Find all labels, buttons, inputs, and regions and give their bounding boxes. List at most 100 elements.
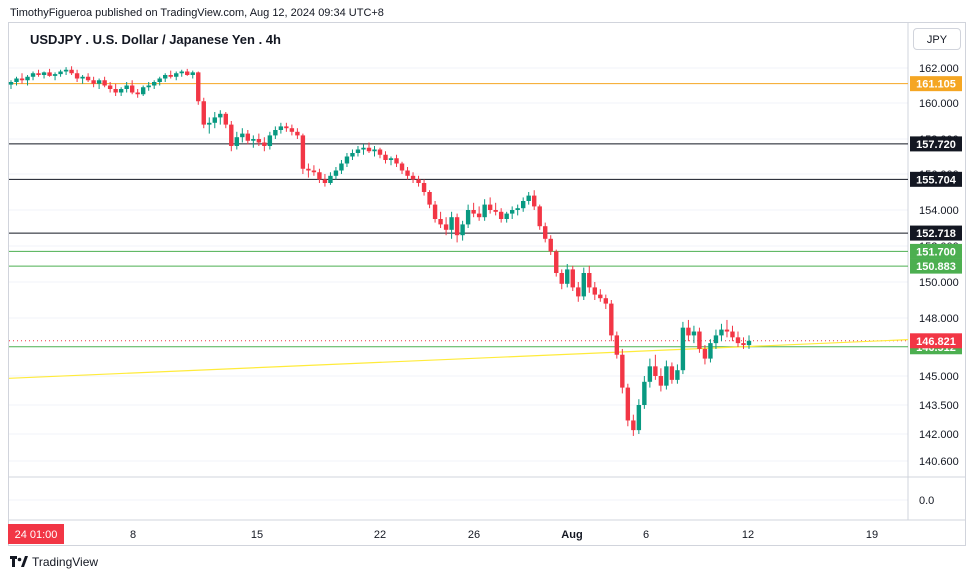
candle-body (85, 76, 91, 81)
candle-body (234, 137, 240, 146)
y-tick-label: 154.000 (919, 205, 959, 217)
candle (19, 73, 25, 84)
candle-body (427, 192, 432, 205)
candle-body (532, 195, 537, 207)
price-level-badge: 150.883 (910, 258, 962, 274)
candle (636, 399, 642, 434)
candle-body (394, 158, 399, 164)
candle (713, 329, 719, 349)
candle (609, 300, 614, 342)
candle-body (151, 82, 157, 86)
candle-body (107, 85, 113, 89)
candle-body (102, 80, 107, 86)
candle-body (113, 89, 118, 93)
candle (394, 154, 399, 167)
candle (174, 71, 179, 81)
candle (543, 222, 548, 243)
candle (680, 321, 686, 375)
candle (58, 69, 63, 77)
candle-body (19, 78, 25, 81)
candle-body (609, 303, 614, 336)
candle-body (245, 133, 251, 141)
candle-body (185, 71, 190, 75)
candle (190, 70, 195, 79)
candle-body (443, 224, 449, 230)
candle (52, 72, 58, 81)
candle-body (669, 366, 675, 380)
candle (620, 348, 625, 394)
candle (140, 85, 146, 96)
candle (565, 264, 570, 288)
y-axis: 162.000160.000158.000156.000154.000152.0… (919, 63, 959, 507)
candle-body (691, 331, 697, 336)
y-tick-label: 145.000 (919, 371, 959, 383)
candle-body (735, 337, 741, 344)
candle (498, 208, 504, 223)
footer-brand[interactable]: TradingView (32, 555, 99, 569)
candle-body (30, 73, 36, 77)
candle-body (306, 168, 311, 171)
footer: TradingView (10, 555, 98, 569)
candle (487, 197, 493, 214)
candle (30, 71, 36, 81)
candle (135, 89, 140, 98)
candle (416, 175, 421, 187)
x-tick-highlight-bg (8, 524, 64, 544)
candle (388, 156, 394, 166)
candle (350, 149, 355, 160)
candle (653, 354, 658, 380)
candle (36, 69, 41, 77)
candle-body (284, 126, 289, 129)
candle (587, 265, 592, 293)
candle (432, 201, 438, 223)
candle (581, 267, 586, 300)
candle-body (300, 135, 306, 169)
x-axis: 24 01:00 8 15 22 26 Aug 6 12 19 (8, 524, 878, 544)
candle (719, 323, 724, 342)
candle (454, 213, 460, 243)
candle-body (256, 139, 262, 143)
candle (218, 110, 223, 125)
candle-body (140, 87, 146, 95)
candle-body (179, 71, 184, 74)
candle-body (713, 335, 719, 344)
candle-body (273, 130, 278, 136)
currency-button[interactable]: JPY (913, 28, 961, 50)
candle (311, 165, 317, 176)
candle (14, 76, 19, 86)
candle (289, 124, 295, 136)
candle (300, 133, 306, 174)
candle (515, 204, 520, 216)
candle-body (383, 154, 388, 160)
tradingview-logo-icon[interactable] (10, 556, 28, 568)
x-tick-label: 15 (251, 529, 263, 541)
candle-body (581, 273, 586, 297)
candle-body (218, 113, 223, 118)
y-tick-label: 0.0 (919, 495, 934, 507)
candle (168, 70, 173, 79)
candle (741, 337, 746, 349)
candle (366, 142, 372, 153)
candle-body (460, 224, 465, 236)
candle (669, 362, 675, 384)
candle (554, 249, 559, 277)
candle (570, 265, 575, 291)
candle-body (493, 210, 498, 212)
candle-body (482, 204, 487, 218)
candle-body (526, 195, 531, 201)
trendline-layer (8, 339, 909, 379)
candle (658, 368, 664, 392)
price-level-badge-label: 152.718 (916, 228, 956, 240)
x-tick-label: 8 (130, 529, 136, 541)
price-level-badge: 152.718 (910, 225, 962, 241)
candle-body (377, 149, 383, 155)
candle-body (174, 73, 179, 77)
candle-body (476, 213, 482, 218)
candle (614, 331, 620, 359)
candle (322, 174, 328, 187)
candle (686, 319, 691, 342)
candle (69, 66, 74, 75)
candle (129, 80, 135, 95)
candle-body (631, 420, 636, 431)
